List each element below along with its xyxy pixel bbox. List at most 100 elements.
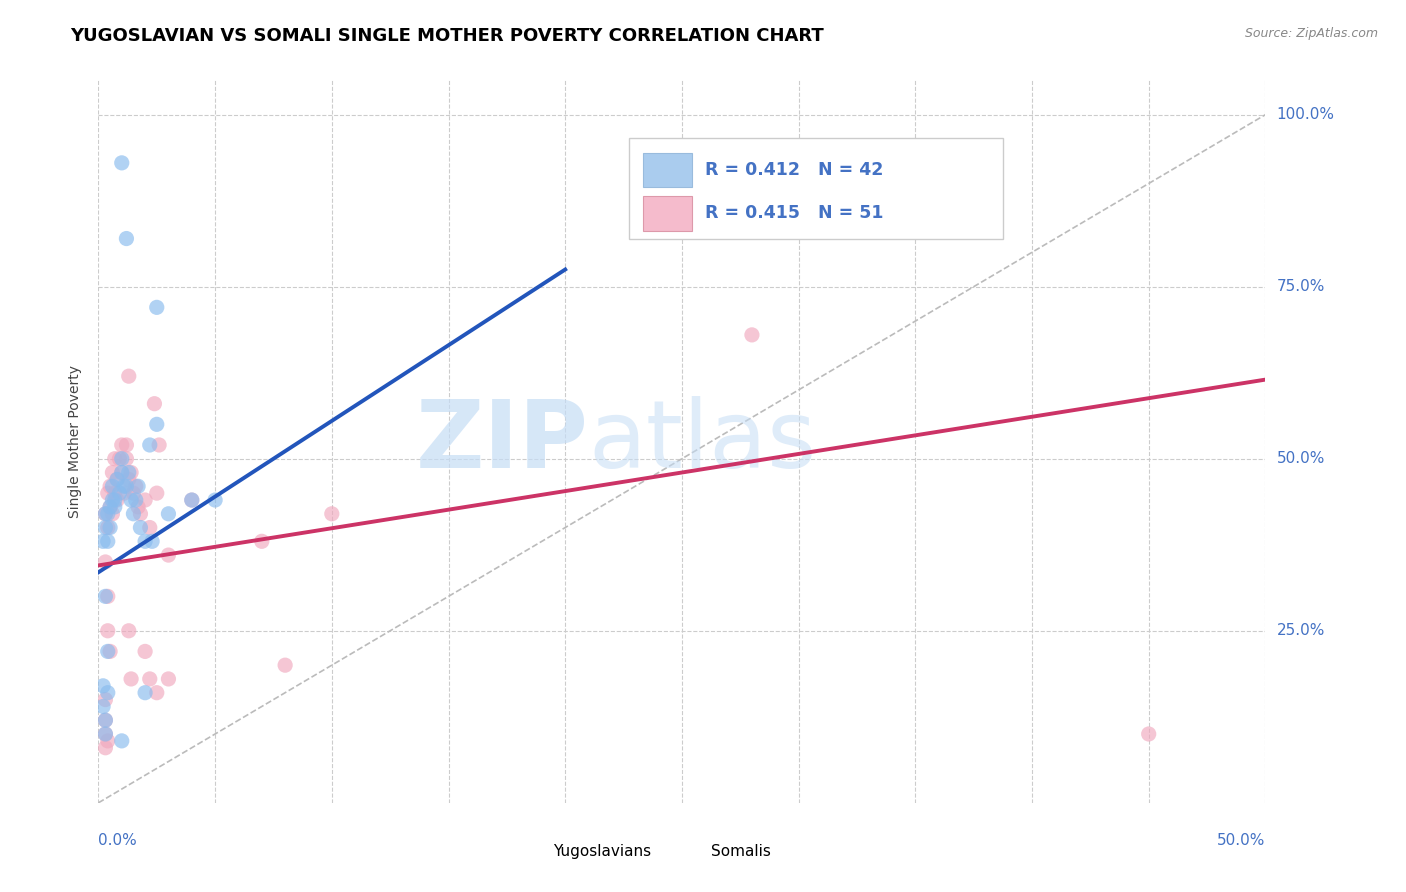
- Point: [146, 486, 169, 500]
- Point: [97, 624, 120, 638]
- Point: [94, 507, 117, 521]
- Point: [105, 472, 128, 486]
- Point: [97, 734, 120, 748]
- Point: [91, 534, 114, 549]
- Point: [1137, 727, 1160, 741]
- Point: [111, 734, 134, 748]
- Point: [157, 548, 180, 562]
- Text: 50.0%: 50.0%: [1218, 833, 1265, 848]
- Point: [105, 472, 128, 486]
- Point: [118, 624, 141, 638]
- Point: [98, 500, 121, 514]
- Point: [115, 438, 138, 452]
- Point: [101, 479, 124, 493]
- Text: ZIP: ZIP: [416, 395, 589, 488]
- FancyBboxPatch shape: [644, 153, 692, 187]
- Point: [111, 438, 134, 452]
- Point: [180, 493, 202, 508]
- Point: [94, 727, 117, 741]
- Text: 25.0%: 25.0%: [1277, 624, 1324, 639]
- Point: [104, 451, 127, 466]
- Point: [129, 507, 152, 521]
- Point: [134, 534, 156, 549]
- Point: [157, 507, 180, 521]
- Point: [98, 520, 121, 534]
- Point: [98, 479, 121, 493]
- Text: 75.0%: 75.0%: [1277, 279, 1324, 294]
- Point: [146, 301, 169, 315]
- Point: [139, 520, 162, 534]
- Point: [94, 740, 117, 755]
- Point: [94, 713, 117, 727]
- Point: [134, 686, 156, 700]
- Point: [91, 699, 114, 714]
- Point: [101, 466, 124, 480]
- Point: [104, 486, 127, 500]
- Point: [111, 466, 134, 480]
- Point: [101, 507, 124, 521]
- Point: [94, 713, 117, 727]
- Point: [97, 590, 120, 604]
- FancyBboxPatch shape: [630, 138, 1002, 239]
- Text: atlas: atlas: [589, 395, 817, 488]
- Text: Source: ZipAtlas.com: Source: ZipAtlas.com: [1244, 27, 1378, 40]
- Point: [134, 644, 156, 658]
- Point: [98, 500, 121, 514]
- Point: [122, 486, 145, 500]
- Point: [120, 493, 142, 508]
- Point: [115, 479, 138, 493]
- Text: Yugoslavians: Yugoslavians: [554, 845, 651, 859]
- Point: [112, 479, 135, 493]
- Point: [141, 534, 163, 549]
- Point: [139, 438, 162, 452]
- Point: [129, 520, 152, 534]
- Text: YUGOSLAVIAN VS SOMALI SINGLE MOTHER POVERTY CORRELATION CHART: YUGOSLAVIAN VS SOMALI SINGLE MOTHER POVE…: [70, 27, 824, 45]
- Point: [118, 472, 141, 486]
- Point: [127, 479, 149, 493]
- Point: [274, 658, 297, 673]
- Point: [118, 466, 141, 480]
- Point: [122, 507, 145, 521]
- Point: [148, 438, 170, 452]
- Point: [94, 692, 117, 706]
- Point: [97, 686, 120, 700]
- Text: R = 0.412   N = 42: R = 0.412 N = 42: [706, 161, 883, 179]
- Point: [321, 507, 343, 521]
- Point: [120, 672, 142, 686]
- Point: [146, 417, 169, 432]
- Point: [94, 590, 117, 604]
- Point: [204, 493, 226, 508]
- Point: [125, 479, 148, 493]
- Text: R = 0.415   N = 51: R = 0.415 N = 51: [706, 204, 884, 222]
- Text: Somalis: Somalis: [711, 845, 770, 859]
- Point: [120, 466, 142, 480]
- Point: [157, 672, 180, 686]
- Point: [98, 644, 121, 658]
- Point: [104, 500, 127, 514]
- Point: [125, 493, 148, 508]
- Point: [111, 466, 134, 480]
- Point: [146, 686, 169, 700]
- Point: [134, 493, 156, 508]
- Point: [94, 727, 117, 741]
- Point: [105, 493, 128, 508]
- Point: [139, 672, 162, 686]
- Point: [108, 451, 131, 466]
- Point: [115, 231, 138, 245]
- Point: [741, 327, 763, 342]
- Point: [94, 555, 117, 569]
- Point: [97, 486, 120, 500]
- Text: 0.0%: 0.0%: [98, 833, 138, 848]
- Point: [91, 679, 114, 693]
- Text: 100.0%: 100.0%: [1277, 107, 1334, 122]
- Point: [115, 451, 138, 466]
- Point: [143, 397, 166, 411]
- Point: [101, 493, 124, 508]
- FancyBboxPatch shape: [644, 196, 692, 230]
- FancyBboxPatch shape: [513, 838, 546, 865]
- Text: 50.0%: 50.0%: [1277, 451, 1324, 467]
- Point: [97, 520, 120, 534]
- Point: [250, 534, 273, 549]
- Point: [112, 486, 135, 500]
- Point: [104, 493, 127, 508]
